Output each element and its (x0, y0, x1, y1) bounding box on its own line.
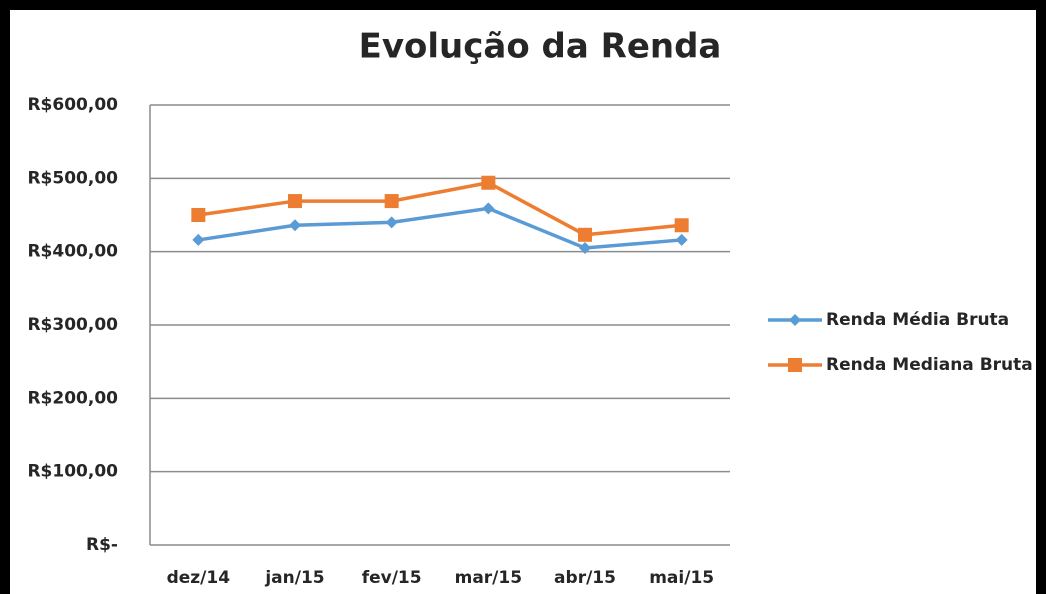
y-tick-label: R$200,00 (27, 388, 118, 408)
y-tick-label: R$300,00 (27, 315, 118, 335)
point (191, 208, 206, 222)
y-tick-label: R$500,00 (27, 168, 118, 188)
line (198, 180, 682, 237)
y-tick-label: R$100,00 (27, 462, 118, 482)
point (578, 227, 592, 242)
point (675, 233, 688, 246)
x-tick-label: fev/15 (362, 568, 422, 588)
x-tick-label: mai/15 (649, 568, 714, 588)
legend-label: Renda Mediana Bruta (826, 355, 1033, 375)
y-tick-label: R$- (86, 535, 118, 555)
point (385, 216, 398, 229)
frame-top (0, 0, 1046, 10)
point (288, 194, 302, 209)
point (289, 219, 301, 232)
line (198, 206, 682, 250)
x-tick-label: mar/15 (455, 568, 522, 588)
point (579, 242, 591, 254)
x-tick-label: abr/15 (554, 568, 616, 588)
x-tick-label: jan/15 (264, 568, 324, 588)
y-tick-label: R$600,00 (27, 95, 118, 115)
point (192, 233, 205, 246)
point (788, 358, 802, 372)
point (384, 194, 399, 209)
x-tick-label: dez/14 (167, 568, 231, 588)
point (789, 314, 801, 326)
y-tick-label: R$400,00 (27, 242, 118, 262)
frame-left (0, 0, 10, 594)
legend-label: Renda Média Bruta (826, 310, 1009, 330)
chart-title: Evolução da Renda (359, 27, 722, 67)
point (481, 175, 496, 190)
point (482, 202, 495, 215)
frame-right (1036, 0, 1046, 594)
point (674, 218, 689, 233)
